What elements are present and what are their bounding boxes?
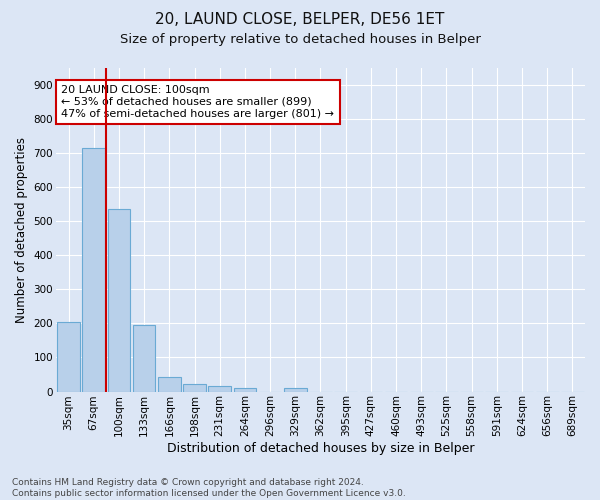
Text: 20 LAUND CLOSE: 100sqm
← 53% of detached houses are smaller (899)
47% of semi-de: 20 LAUND CLOSE: 100sqm ← 53% of detached… — [61, 86, 334, 118]
Y-axis label: Number of detached properties: Number of detached properties — [15, 136, 28, 322]
Bar — [183, 384, 206, 392]
Bar — [284, 388, 307, 392]
Bar — [57, 322, 80, 392]
Bar — [107, 209, 130, 392]
Text: 20, LAUND CLOSE, BELPER, DE56 1ET: 20, LAUND CLOSE, BELPER, DE56 1ET — [155, 12, 445, 28]
Bar — [158, 376, 181, 392]
Bar — [233, 388, 256, 392]
Bar — [208, 386, 231, 392]
Bar — [82, 148, 105, 392]
Text: Size of property relative to detached houses in Belper: Size of property relative to detached ho… — [119, 32, 481, 46]
X-axis label: Distribution of detached houses by size in Belper: Distribution of detached houses by size … — [167, 442, 474, 455]
Text: Contains HM Land Registry data © Crown copyright and database right 2024.
Contai: Contains HM Land Registry data © Crown c… — [12, 478, 406, 498]
Bar — [133, 325, 155, 392]
